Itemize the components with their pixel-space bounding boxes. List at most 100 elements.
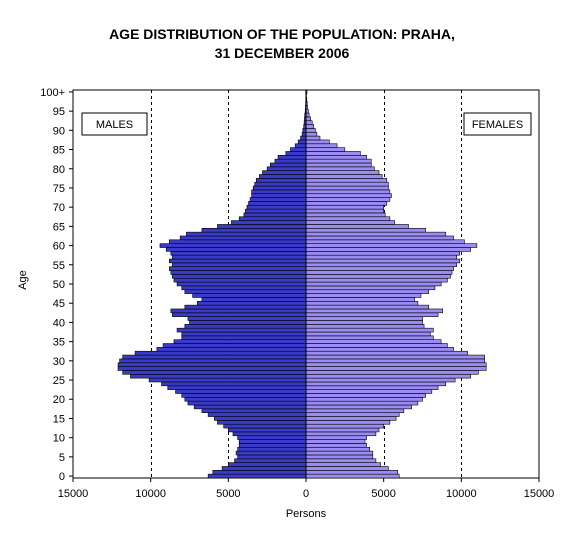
male-bar-age-45 [196,300,307,306]
males-label: MALES [96,119,133,131]
male-bar-age-9 [238,439,307,444]
male-bar-age-41 [187,316,307,321]
female-bar-age-93 [305,116,311,122]
male-bar-age-52 [172,274,307,279]
female-bar-age-27 [305,370,479,375]
female-bar-age-0 [305,473,400,479]
male-bar-age-26 [130,373,307,379]
female-bar-age-56 [305,258,461,264]
male-bar-age-6 [235,450,307,456]
y-axis-title: Age [17,270,29,290]
male-bar-age-54 [169,266,307,271]
male-bar-age-49 [181,285,307,291]
male-bar-age-28 [117,366,307,371]
female-bar-age-41 [305,316,423,321]
male-bar-age-11 [232,431,307,437]
male-bar-age-84 [285,151,307,156]
male-bar-age-3 [228,462,307,467]
male-bar-age-80 [266,166,307,171]
male-bar-age-50 [176,281,307,287]
female-bar-age-39 [305,324,425,329]
male-bar-age-13 [223,423,307,429]
female-bar-age-8 [305,443,367,448]
title-line-1: AGE DISTRIBUTION OF THE POPULATION: PRAH… [109,26,455,42]
title-line-2: 31 DECEMBER 2006 [215,45,350,61]
male-bar-age-10 [237,435,307,440]
females-label-frame [463,112,532,136]
male-bar-age-76 [254,181,307,187]
y-tick-label-85: 85 [53,145,65,157]
female-bar-age-24 [305,381,447,387]
male-bar-age-73 [251,193,307,198]
male-bar-age-12 [228,427,307,433]
female-bar-age-20 [305,397,423,402]
female-bar-age-59 [305,247,471,252]
female-bar-age-48 [305,289,430,294]
female-bar-age-67 [305,216,391,221]
female-bar-age-7 [305,446,370,452]
male-bar-age-33 [156,347,307,352]
female-bar-age-21 [305,393,426,398]
female-bar-age-76 [305,181,389,187]
male-bar-age-25 [148,377,307,383]
male-bar-age-30 [119,358,307,364]
female-bar-age-82 [305,158,372,164]
male-bar-age-48 [184,289,307,294]
female-bar-age-47 [305,293,422,298]
y-tick-label-25: 25 [53,375,65,387]
female-bar-age-38 [305,327,434,333]
female-bar-age-3 [305,462,381,467]
male-bar-age-40 [189,320,307,325]
female-bar-age-1 [305,470,398,475]
female-bar-age-85 [305,147,346,152]
female-bar-age-43 [305,308,443,314]
female-bar-age-12 [305,427,380,433]
female-bar-age-87 [305,139,330,145]
male-bar-age-70 [246,204,307,210]
female-bar-age-89 [305,131,318,137]
female-bar-age-22 [305,389,433,394]
female-bar-age-50 [305,281,442,287]
male-bar-age-18 [193,404,307,410]
male-bar-age-79 [262,170,307,175]
y-tick-label-90: 90 [53,125,65,137]
female-bar-age-23 [305,385,439,390]
female-bar-age-81 [305,162,372,168]
y-tick-label-15: 15 [53,413,65,425]
female-bar-age-86 [305,143,338,148]
male-bar-age-8 [238,443,307,448]
female-bar-age-90 [305,128,316,133]
male-bar-age-15 [214,416,307,421]
females-label: FEMALES [472,119,523,131]
y-tick-label-100: 100+ [40,87,65,99]
male-bar-age-68 [243,212,307,218]
male-bar-age-51 [173,277,307,283]
male-bar-age-46 [201,297,307,302]
female-bar-age-34 [305,343,448,348]
male-bar-age-7 [237,446,307,452]
male-bar-age-62 [179,235,307,241]
female-bar-age-26 [305,373,471,379]
female-bar-age-31 [305,354,485,360]
male-bar-age-20 [184,397,307,402]
y-tick-label-20: 20 [53,394,65,406]
female-bar-age-51 [305,277,448,283]
male-bar-age-23 [167,385,307,390]
female-bar-age-55 [305,262,457,268]
x-tick-label-2: 5000 [216,488,240,500]
male-bar-age-87 [297,139,307,145]
male-bar-age-31 [122,354,307,360]
female-bar-age-40 [305,320,423,325]
male-bar-age-67 [238,216,307,221]
female-bar-age-28 [305,366,487,371]
female-bar-age-72 [305,197,391,202]
male-bar-age-86 [294,143,307,148]
male-bar-age-57 [172,254,307,260]
female-bar-age-63 [305,231,447,237]
male-bar-age-21 [181,393,307,398]
x-axis-ticks: 15000 10000 5000 0 5000 10000 15000 [58,478,554,500]
female-bar-age-6 [305,450,374,456]
males-legend-box: MALES [81,112,148,136]
female-bar-age-69 [305,208,384,214]
